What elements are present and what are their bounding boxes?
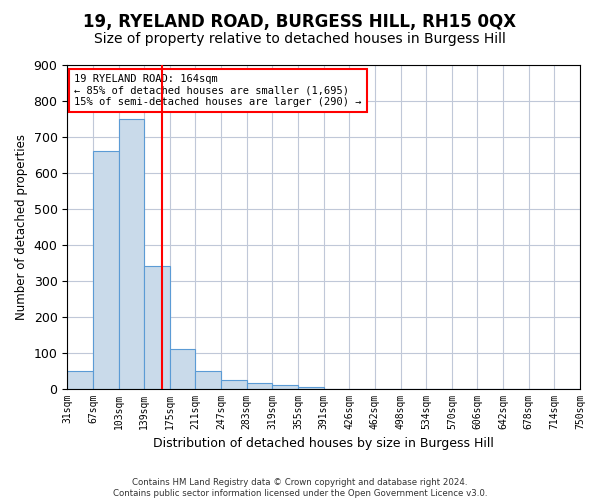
- Bar: [221, 380, 247, 388]
- Bar: [119, 119, 144, 388]
- Bar: [93, 152, 119, 388]
- Bar: [272, 385, 298, 388]
- Text: Contains HM Land Registry data © Crown copyright and database right 2024.
Contai: Contains HM Land Registry data © Crown c…: [113, 478, 487, 498]
- Bar: [247, 383, 272, 388]
- Bar: [144, 266, 170, 388]
- Text: Size of property relative to detached houses in Burgess Hill: Size of property relative to detached ho…: [94, 32, 506, 46]
- Bar: [67, 370, 93, 388]
- Bar: [170, 349, 196, 389]
- X-axis label: Distribution of detached houses by size in Burgess Hill: Distribution of detached houses by size …: [153, 437, 494, 450]
- Y-axis label: Number of detached properties: Number of detached properties: [15, 134, 28, 320]
- Text: 19 RYELAND ROAD: 164sqm
← 85% of detached houses are smaller (1,695)
15% of semi: 19 RYELAND ROAD: 164sqm ← 85% of detache…: [74, 74, 362, 107]
- Bar: [298, 387, 323, 388]
- Bar: [196, 370, 221, 388]
- Text: 19, RYELAND ROAD, BURGESS HILL, RH15 0QX: 19, RYELAND ROAD, BURGESS HILL, RH15 0QX: [83, 12, 517, 30]
